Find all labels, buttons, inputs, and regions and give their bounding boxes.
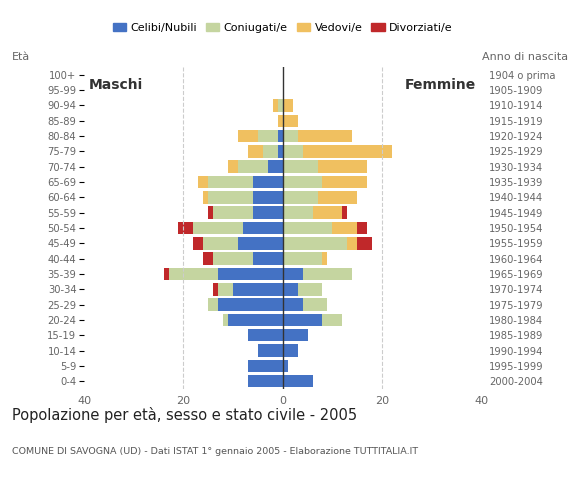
Bar	[193, 237, 203, 250]
Bar	[238, 160, 268, 173]
Bar	[233, 283, 283, 296]
Bar	[283, 268, 303, 280]
Bar	[283, 206, 313, 219]
Bar	[208, 206, 213, 219]
Bar	[253, 176, 283, 188]
Text: Popolazione per età, sesso e stato civile - 2005: Popolazione per età, sesso e stato civil…	[12, 407, 357, 423]
Bar	[268, 160, 283, 173]
Bar	[263, 145, 278, 158]
Bar	[322, 313, 342, 326]
Text: Anno di nascita: Anno di nascita	[483, 52, 568, 62]
Bar	[218, 298, 283, 311]
Bar	[283, 252, 322, 265]
Bar	[278, 115, 283, 127]
Bar	[208, 191, 253, 204]
Bar	[208, 176, 253, 188]
Bar	[283, 160, 317, 173]
Bar	[169, 268, 218, 280]
Bar	[278, 99, 283, 112]
Bar	[283, 375, 313, 387]
Bar	[208, 298, 218, 311]
Bar	[298, 130, 352, 143]
Bar	[213, 283, 218, 296]
Bar	[248, 375, 283, 387]
Bar	[283, 222, 332, 234]
Bar	[258, 130, 278, 143]
Bar	[317, 191, 357, 204]
Bar	[273, 99, 278, 112]
Bar	[347, 237, 357, 250]
Bar	[203, 191, 208, 204]
Bar	[203, 237, 238, 250]
Bar	[283, 191, 317, 204]
Bar	[164, 268, 169, 280]
Bar	[223, 313, 228, 326]
Bar	[283, 344, 298, 357]
Bar	[278, 130, 283, 143]
Bar	[283, 283, 298, 296]
Bar	[253, 206, 283, 219]
Bar	[278, 145, 283, 158]
Bar	[218, 283, 233, 296]
Bar	[332, 222, 357, 234]
Bar	[228, 160, 238, 173]
Bar	[283, 329, 307, 341]
Bar	[179, 222, 193, 234]
Bar	[313, 206, 342, 219]
Bar	[238, 130, 258, 143]
Bar	[238, 237, 283, 250]
Bar	[213, 206, 253, 219]
Bar	[198, 176, 208, 188]
Bar	[317, 160, 367, 173]
Bar	[248, 145, 263, 158]
Bar	[243, 222, 283, 234]
Text: Maschi: Maschi	[89, 78, 143, 92]
Bar	[228, 313, 283, 326]
Bar	[203, 252, 213, 265]
Bar	[283, 313, 322, 326]
Bar	[298, 283, 322, 296]
Bar	[283, 99, 293, 112]
Bar	[248, 360, 283, 372]
Bar	[342, 206, 347, 219]
Bar	[283, 145, 303, 158]
Bar	[303, 268, 352, 280]
Bar	[253, 191, 283, 204]
Text: Femmine: Femmine	[405, 78, 476, 92]
Bar	[213, 252, 253, 265]
Bar	[322, 176, 367, 188]
Text: COMUNE DI SAVOGNA (UD) - Dati ISTAT 1° gennaio 2005 - Elaborazione TUTTITALIA.IT: COMUNE DI SAVOGNA (UD) - Dati ISTAT 1° g…	[12, 446, 418, 456]
Bar	[283, 176, 322, 188]
Bar	[283, 130, 298, 143]
Bar	[283, 115, 298, 127]
Bar	[357, 237, 372, 250]
Bar	[283, 360, 288, 372]
Bar	[248, 329, 283, 341]
Text: Età: Età	[12, 52, 30, 62]
Bar	[357, 222, 367, 234]
Bar	[253, 252, 283, 265]
Legend: Celibi/Nubili, Coniugati/e, Vedovi/e, Divorziati/e: Celibi/Nubili, Coniugati/e, Vedovi/e, Di…	[108, 18, 457, 37]
Bar	[322, 252, 328, 265]
Bar	[218, 268, 283, 280]
Bar	[283, 237, 347, 250]
Bar	[193, 222, 243, 234]
Bar	[303, 298, 328, 311]
Bar	[303, 145, 392, 158]
Bar	[283, 298, 303, 311]
Bar	[258, 344, 283, 357]
